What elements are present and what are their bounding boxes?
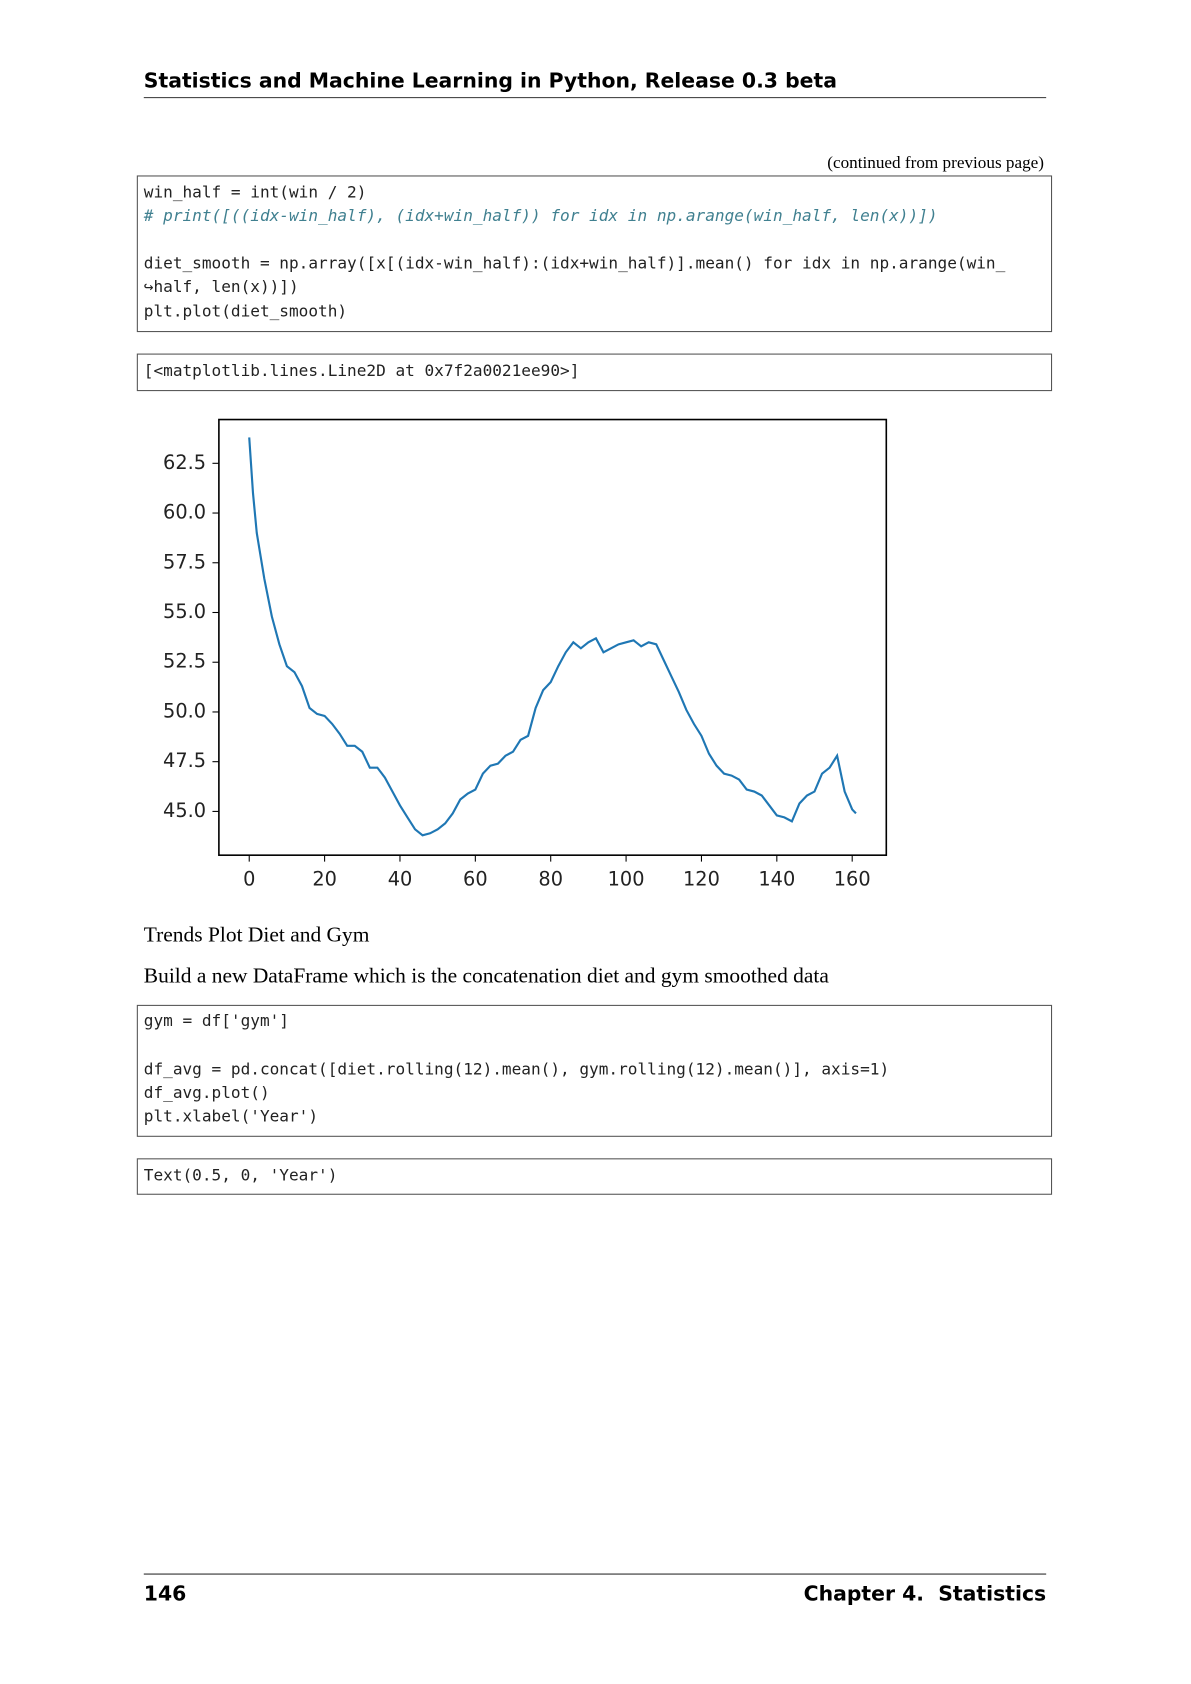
x-tick-label: 80 [538,867,563,890]
x-tick-label: 160 [834,867,871,890]
code-line: gym = df['gym'] [144,1011,289,1030]
code-line: # print([((idx-win_half), (idx+win_half)… [143,206,938,225]
code-line: diet_smooth = np.array([x[(idx-win_half)… [144,253,1006,272]
code-line: plt.xlabel('Year') [144,1106,318,1125]
y-tick-label: 50.0 [163,699,206,722]
y-tick-label: 57.5 [163,550,206,573]
x-tick-label: 40 [388,867,413,890]
code-line: plt.plot(diet_smooth) [144,302,347,321]
code-line: ↪half, len(x))]) [144,277,299,296]
x-tick-label: 100 [608,867,645,890]
x-tick-label: 20 [312,867,337,890]
x-tick-label: 0 [243,867,255,890]
continued-note: (continued from previous page) [827,153,1044,172]
header-title: Statistics and Machine Learning in Pytho… [144,69,837,93]
footer-page: 146 [144,1581,187,1605]
code-line: df_avg.plot() [144,1083,270,1102]
data-line [248,437,857,837]
x-tick-label: 120 [683,867,720,890]
y-tick-label: 60.0 [163,501,206,524]
code-block [136,175,1053,333]
y-tick-label: 55.0 [163,600,206,623]
code-line: [<matplotlib.lines.Line2D at 0x7f2a0021e… [144,361,580,380]
x-tick-label: 60 [463,867,488,890]
code-block [136,1004,1053,1137]
footer-chapter: Chapter 4. Statistics [804,1581,1047,1605]
paragraph: Trends Plot Diet and Gym [144,923,370,947]
y-tick-label: 52.5 [163,650,206,673]
y-tick-label: 47.5 [163,749,206,772]
code-block [136,1158,1053,1195]
code-line: Text(0.5, 0, 'Year') [144,1166,338,1185]
paragraph: Build a new DataFrame which is the conca… [144,963,830,987]
code-line: df_avg = pd.concat([diet.rolling(12).mea… [144,1059,889,1078]
code-block [136,353,1053,392]
y-tick-label: 62.5 [163,451,206,474]
x-tick-label: 140 [758,867,795,890]
plot-frame [218,418,888,856]
y-tick-label: 45.0 [163,799,206,822]
code-line: win_half = int(win / 2) [144,183,367,202]
